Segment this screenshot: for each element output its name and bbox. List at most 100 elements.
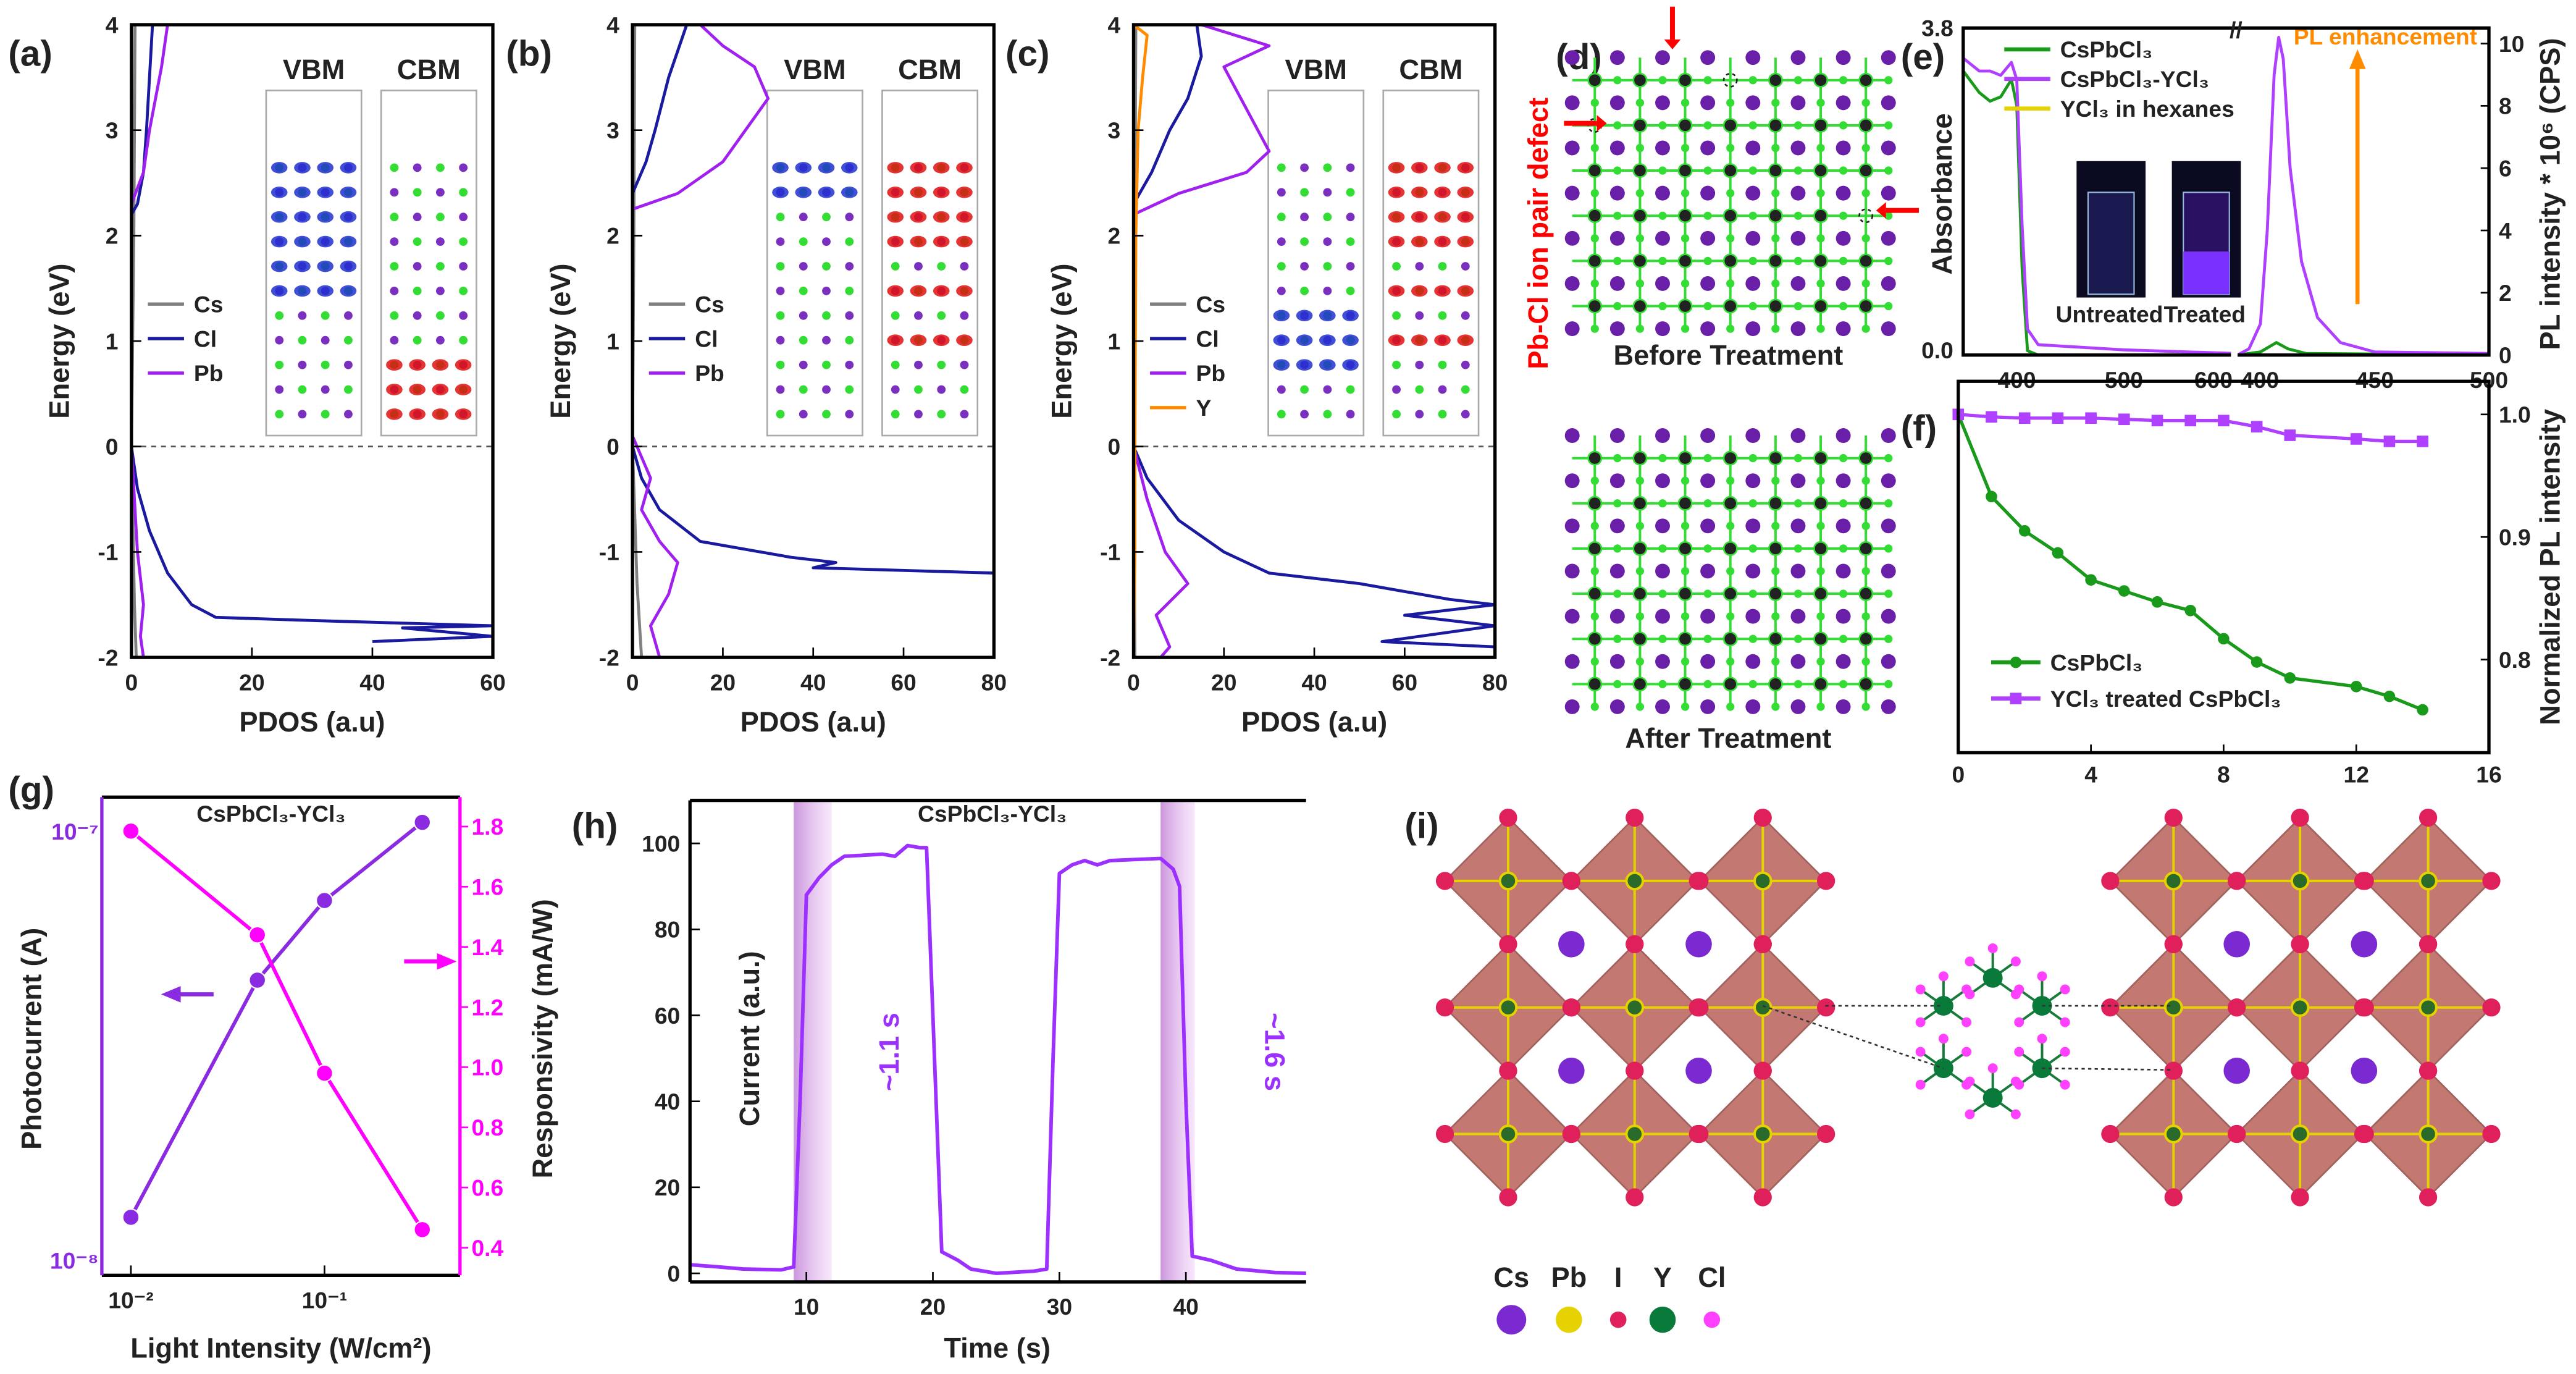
x-tick-label: 8 — [2217, 761, 2230, 787]
atom — [1392, 385, 1401, 394]
atom — [822, 262, 831, 271]
y-tick-label-right: 1.0 — [471, 1055, 503, 1081]
pb-atom — [1813, 541, 1829, 556]
cl-atom — [1884, 166, 1893, 175]
data-point — [413, 1220, 432, 1239]
cs-atom — [1745, 563, 1761, 579]
lattice-after-treatment — [1564, 428, 1896, 714]
atom — [960, 410, 969, 419]
cbm-orbital — [432, 384, 449, 395]
pdos-panel-a: VBM CBM 0 20 40 60 -2 -1 0 1 2 3 4 PDOS (a.u) Energy (… — [44, 12, 506, 738]
halide-atom — [1435, 998, 1454, 1017]
pb-atom — [1632, 298, 1648, 314]
cl-atom — [1680, 702, 1690, 711]
y-tick-label: 10 — [2499, 31, 2524, 57]
orbital-inset: VBM CBM — [1267, 54, 1480, 437]
atom — [275, 410, 284, 419]
pb-atom — [1632, 208, 1648, 224]
cs-atom — [1609, 185, 1625, 201]
vbm-orbital — [818, 187, 835, 198]
cbm-orbital — [1388, 187, 1405, 198]
cl-atom — [1816, 476, 1825, 485]
cs-atom — [1609, 609, 1625, 624]
cl-atom — [1680, 657, 1690, 666]
cbm-orbital — [910, 285, 927, 297]
cs-atom — [1700, 518, 1716, 534]
atom — [914, 360, 923, 369]
cl-atom — [1703, 76, 1712, 85]
cl-atom — [1839, 453, 1848, 463]
atom — [413, 287, 422, 295]
atom — [1346, 410, 1355, 419]
cbm-orbital — [1388, 211, 1405, 223]
cs-atom — [1685, 931, 1712, 958]
cs-atom — [1564, 518, 1580, 534]
atom — [1300, 287, 1309, 295]
atom — [845, 335, 854, 345]
pb-atom — [1858, 495, 1874, 511]
halide-atom — [1499, 1061, 1517, 1080]
cl-atom — [1658, 211, 1667, 220]
cbm-orbital — [910, 211, 927, 223]
cbm-orbital — [1457, 187, 1474, 198]
legend-atom-i — [1609, 1311, 1627, 1328]
series-line — [1957, 413, 2423, 712]
atom — [390, 262, 399, 271]
atom — [435, 213, 445, 222]
atom — [937, 410, 946, 419]
data-point — [2417, 704, 2428, 716]
halide-atom — [2482, 872, 2501, 890]
pb-atom — [1813, 253, 1829, 269]
atom — [1300, 385, 1309, 394]
data-point — [2218, 415, 2230, 427]
atom — [435, 262, 445, 271]
cs-atom — [1790, 654, 1806, 669]
vbm-orbital — [340, 235, 357, 248]
data-point — [2284, 672, 2296, 684]
cl-atom — [2037, 971, 2047, 982]
cl-atom — [1680, 521, 1690, 530]
y-tick-label: 2 — [606, 223, 619, 249]
pb-atom — [1632, 163, 1648, 179]
cl-atom — [1816, 98, 1825, 107]
pb-atom — [1722, 298, 1738, 314]
vbm-orbital — [1273, 310, 1290, 322]
atom — [822, 360, 831, 369]
cbm-orbital — [1457, 162, 1474, 174]
cl-atom — [1884, 211, 1893, 220]
cl-atom — [1771, 188, 1780, 198]
stability-panel: CsPbCl₃ YCl₃ treated CsPbCl₃ 0 4 8 12 16 0.8 0.9… — [1952, 379, 2566, 787]
cl-atom — [1861, 143, 1870, 153]
series-line-photocurrent — [129, 820, 424, 1218]
arrow-head-icon — [437, 953, 457, 970]
legend-label: I — [1614, 1262, 1622, 1293]
y-axis-label-left: Photocurrent (A) — [16, 928, 48, 1150]
cl-atom — [1839, 544, 1848, 553]
cbm-orbital — [956, 162, 973, 174]
cs-atom — [1745, 428, 1761, 443]
atom — [435, 287, 445, 295]
pb-atom — [1722, 676, 1738, 692]
cbm-orbital — [1411, 162, 1428, 174]
pb-atom — [1768, 631, 1783, 647]
pb-atom — [2163, 871, 2183, 891]
atom — [799, 335, 808, 345]
pb-atom — [1813, 450, 1829, 466]
atom — [799, 360, 808, 369]
atom — [776, 360, 785, 369]
axis-break — [2231, 348, 2238, 362]
halide-atom — [2419, 1061, 2438, 1080]
cs-atom — [1609, 518, 1625, 534]
cs-atom — [1564, 50, 1580, 65]
vbm-orbital — [271, 235, 288, 248]
cs-atom — [1655, 276, 1670, 291]
data-point — [413, 813, 432, 832]
pdos-line-cl — [1132, 445, 1497, 649]
cbm-orbital — [910, 235, 927, 248]
cl-atom — [1884, 634, 1893, 643]
cs-atom — [1881, 473, 1896, 489]
cs-atom — [1685, 1057, 1712, 1084]
cbm-orbital — [887, 211, 904, 223]
y-tick-label: 2 — [1107, 223, 1120, 249]
